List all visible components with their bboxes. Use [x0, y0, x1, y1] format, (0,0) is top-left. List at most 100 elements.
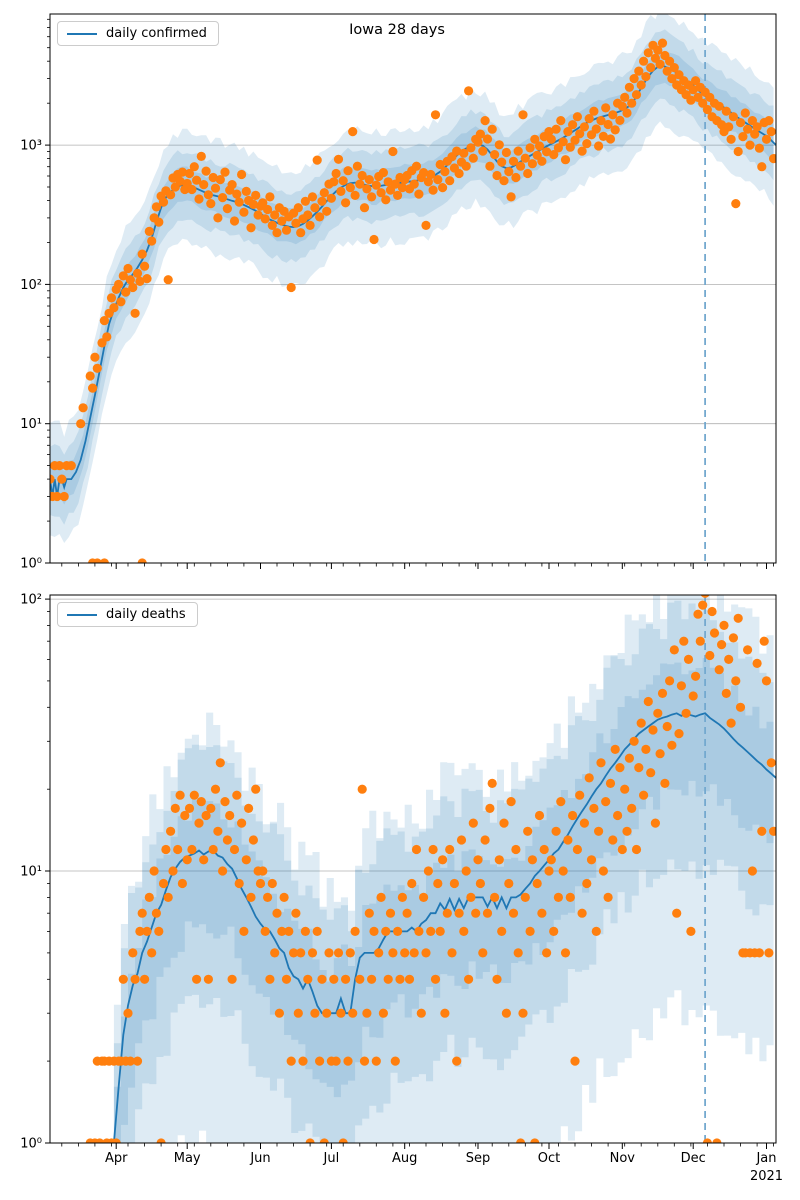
scatter-point	[248, 199, 258, 209]
scatter-point	[717, 640, 727, 650]
scatter-point	[480, 116, 490, 126]
scatter-point	[194, 818, 204, 828]
scatter-point	[355, 179, 365, 189]
scatter-point	[208, 172, 218, 183]
scatter-point	[357, 170, 367, 181]
scatter-point	[144, 892, 154, 903]
scatter-point	[54, 461, 65, 471]
scatter-point	[452, 1056, 462, 1066]
scatter-point	[291, 218, 301, 228]
scatter-point	[497, 157, 507, 167]
scatter-point	[279, 892, 289, 903]
scatter-point	[281, 974, 292, 984]
scatter-point	[624, 82, 635, 92]
scatter-point	[222, 835, 232, 845]
scatter-point	[371, 1056, 381, 1066]
month-label: May	[174, 1151, 201, 1166]
scatter-point	[508, 908, 519, 918]
scatter-point	[534, 141, 545, 151]
scatter-point	[147, 948, 157, 958]
scatter-point	[166, 190, 176, 200]
scatter-point	[310, 1008, 320, 1018]
scatter-point	[487, 124, 497, 134]
scatter-point	[99, 316, 109, 326]
scatter-point	[435, 926, 445, 937]
plot-area-0	[50, 14, 776, 563]
scatter-point	[355, 974, 365, 984]
scatter-point	[121, 287, 131, 297]
legend-line-icon	[67, 613, 97, 616]
scatter-point	[85, 371, 95, 381]
scatter-point	[149, 866, 159, 876]
scatter-point	[572, 112, 583, 122]
scatter-point	[518, 110, 528, 120]
scatter-point	[660, 778, 670, 789]
scatter-point	[624, 753, 635, 763]
scatter-point	[239, 207, 249, 217]
scatter-point	[381, 926, 391, 937]
scatter-point	[206, 199, 216, 209]
scatter-point	[492, 974, 502, 984]
scatter-point	[504, 167, 514, 177]
scatter-point	[307, 192, 318, 202]
scatter-point	[303, 974, 313, 984]
scatter-point	[404, 974, 415, 984]
scatter-point	[445, 844, 455, 855]
scatter-point	[267, 878, 277, 889]
scatter-point	[263, 204, 273, 215]
scatter-point	[428, 844, 438, 855]
scatter-point	[608, 835, 618, 845]
scatter-point	[175, 176, 185, 186]
scatter-point	[220, 797, 230, 807]
scatter-point	[263, 892, 273, 903]
confidence-band	[50, 14, 774, 543]
scatter-point	[582, 139, 592, 149]
scatter-point	[430, 974, 441, 984]
scatter-point	[255, 878, 266, 889]
scatter-point	[426, 926, 436, 937]
scatter-point	[622, 826, 632, 836]
scatter-point	[620, 92, 630, 102]
scatter-point	[546, 855, 556, 865]
scatter-point	[702, 1138, 712, 1143]
scatter-point	[246, 223, 256, 233]
scatter-point	[241, 855, 251, 865]
scatter-point	[378, 1008, 388, 1018]
scatter-point	[161, 844, 171, 855]
plot-area-1	[50, 595, 776, 1143]
scatter-point	[106, 293, 117, 303]
scatter-point	[490, 150, 500, 160]
scatter-point	[499, 176, 509, 186]
scatter-point	[442, 908, 452, 918]
scatter-point	[700, 595, 710, 598]
scatter-point	[738, 132, 748, 142]
scatter-point	[300, 196, 310, 206]
scatter-point	[109, 303, 119, 313]
confirmed-line	[50, 64, 776, 497]
scatter-point	[192, 175, 202, 185]
scatter-point	[511, 172, 521, 183]
scatter-point	[158, 197, 169, 207]
scatter-point	[492, 170, 502, 181]
scatter-point	[88, 383, 98, 393]
scatter-point	[551, 826, 561, 836]
scatter-point	[92, 558, 102, 563]
scatter-point	[686, 95, 696, 105]
scatter-point	[151, 202, 161, 212]
scatter-point	[525, 926, 535, 937]
month-label: Nov	[610, 1151, 636, 1166]
scatter-point	[305, 1138, 315, 1143]
scatter-point	[251, 784, 261, 794]
scatter-point	[657, 38, 668, 48]
scatter-point	[137, 558, 147, 563]
scatter-point	[501, 1008, 511, 1018]
scatter-point	[359, 203, 370, 213]
scatter-point	[707, 606, 717, 617]
scatter-point	[284, 926, 294, 937]
scatter-point	[156, 1138, 166, 1143]
scatter-point	[286, 1056, 296, 1066]
scatter-point	[352, 161, 362, 171]
scatter-point	[603, 892, 613, 903]
scatter-point	[154, 217, 164, 227]
